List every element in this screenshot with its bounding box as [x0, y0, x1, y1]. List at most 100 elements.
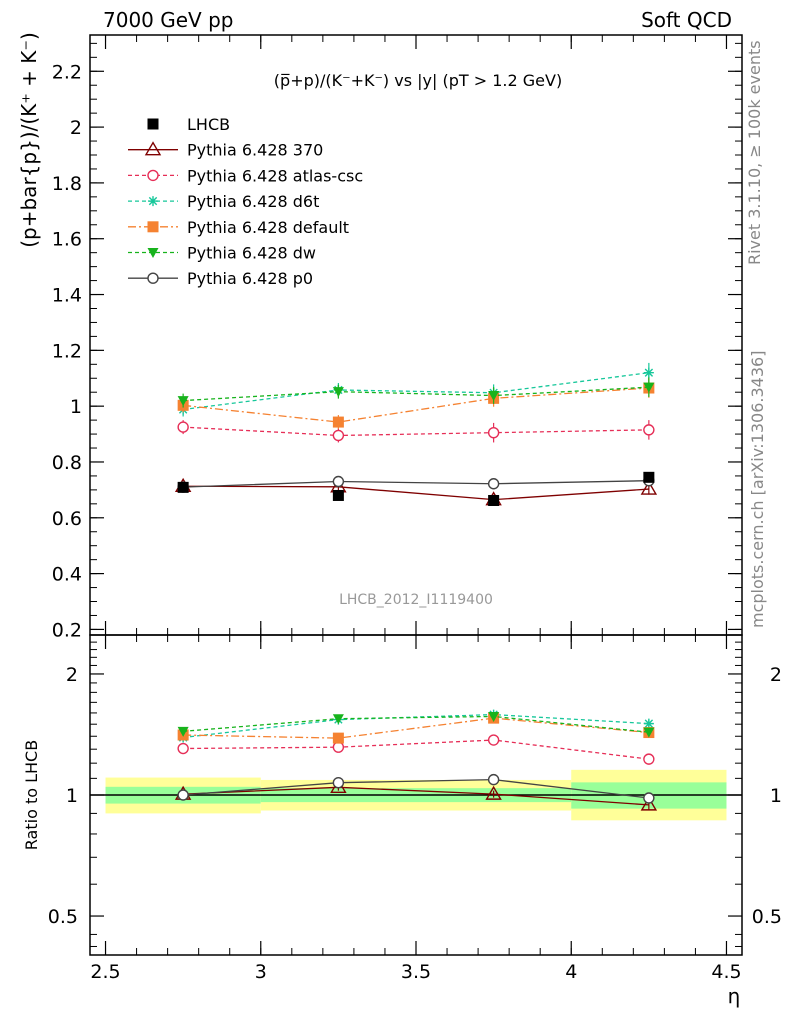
ratio-data-point: [643, 718, 654, 729]
main-series-line: [183, 372, 649, 411]
ratio-data-point: [640, 796, 658, 811]
ratio-data-point: [643, 753, 655, 765]
main-data-point: [332, 416, 344, 428]
main-panel: 0.2 0.4 0.6 0.8 1 1.2 1.4 1.6 1.8 2 2.2 (p̅+p)/(K⁻…: [17, 32, 743, 641]
ratio-tick-label-right: 2: [770, 664, 782, 686]
ratio-data-point: [487, 773, 500, 786]
main-series-lhcb: [177, 471, 655, 506]
main-data-point: [177, 421, 189, 433]
rivet-version-label: Rivet 3.1.10, ≥ 100k events: [745, 40, 764, 265]
main-data-point: [643, 382, 655, 393]
main-data-point: [332, 429, 345, 442]
main-series-line: [183, 386, 649, 402]
legend-marker: [147, 248, 159, 258]
ratio-tick-label-right: 1: [770, 785, 782, 807]
x-tick-label: 2.5: [90, 961, 120, 983]
x-axis-label: η: [728, 984, 741, 1008]
legend-label: Pythia 6.428 atlas-csc: [187, 166, 363, 185]
ratio-panel: 0.5 0.5 1 1 2 2 Ratio to LHCB: [22, 634, 782, 956]
ratio-series-line: [183, 717, 649, 739]
x-tick-label: 3.5: [401, 961, 431, 983]
y-tick-label: 0.6: [52, 508, 82, 530]
ratio-data-point: [332, 741, 345, 753]
legend-entry: Pythia 6.428 p0: [128, 269, 313, 288]
legend-marker: [147, 272, 159, 284]
main-series-line: [183, 387, 649, 423]
ratio-series-pythia-6-428-p0: [177, 773, 655, 804]
y-tick-label: 1: [70, 396, 82, 418]
main-plot-title: (p̅+p)/(K⁻+K⁻) vs |y| (pT > 1.2 GeV): [274, 71, 562, 90]
legend-label: LHCB: [187, 115, 230, 134]
ratio-series-line: [183, 715, 649, 733]
ratio-data-point: [487, 734, 500, 746]
main-data-point: [332, 475, 345, 488]
lhcb-data-point: [643, 471, 655, 483]
ratio-y-axis-label: Ratio to LHCB: [22, 740, 41, 850]
main-series-pythia-6-428-atlas-csc: [177, 420, 655, 443]
legend-entry: Pythia 6.428 atlas-csc: [128, 166, 363, 185]
main-series-line: [183, 426, 649, 437]
mcplots-label: mcplots.cern.ch [arXiv:1306.3436]: [748, 351, 767, 628]
legend-entry: LHCB: [147, 115, 230, 134]
ratio-data-point: [643, 727, 655, 738]
ratio-data-point: [643, 792, 655, 804]
legend-label: Pythia 6.428 dw: [187, 244, 316, 263]
lhcb-data-point: [488, 494, 500, 506]
legend-label: Pythia 6.428 d6t: [187, 192, 319, 211]
analysis-label: LHCB_2012_I1119400: [339, 592, 493, 608]
y-tick-label: 2.2: [52, 61, 82, 83]
ratio-data-point: [332, 776, 345, 789]
ratio-tick-label-right: 0.5: [752, 906, 782, 928]
main-series-pythia-6-428-default: [177, 378, 655, 430]
legend-entry: Pythia 6.428 370: [128, 141, 323, 160]
main-data-point: [643, 424, 655, 436]
legend-label: Pythia 6.428 370: [187, 141, 323, 160]
legend-marker: [147, 118, 159, 130]
main-data-point: [177, 396, 189, 407]
legend-marker: [147, 169, 159, 182]
ratio-tick-label: 0.5: [48, 906, 78, 928]
y-tick-label: 0.8: [52, 452, 82, 474]
ratio-data-point: [177, 789, 189, 801]
ratio-data-point: [488, 711, 500, 722]
ratio-tick-label: 1: [66, 785, 78, 807]
x-tick-label: 3: [255, 961, 267, 983]
header-left: 7000 GeV pp: [103, 8, 234, 32]
x-tick-label: 4: [565, 961, 577, 983]
ratio-series-line: [183, 739, 649, 760]
main-series-pythia-6-428-dw: [177, 377, 655, 408]
main-data-point: [488, 391, 500, 402]
main-series-pythia-6-428-d6t: [178, 362, 654, 417]
legend-label: Pythia 6.428 default: [187, 218, 349, 237]
legend-entry: Pythia 6.428 d6t: [128, 192, 319, 211]
legend-entry: Pythia 6.428 default: [128, 218, 349, 237]
ratio-series-line: [183, 778, 649, 799]
ratio-tick-label: 2: [66, 664, 78, 686]
legend-label: Pythia 6.428 p0: [187, 269, 313, 288]
main-series-pythia-6-428-p0: [177, 474, 655, 493]
main-y-axis-label: (p+bar{p})/(K⁺ + K⁻): [17, 32, 41, 248]
ratio-data-point: [177, 742, 189, 755]
ratio-data-point: [485, 785, 502, 800]
ratio-data-point: [332, 732, 344, 744]
ratio-data-point: [332, 714, 344, 725]
y-tick-label: 1.6: [52, 229, 82, 251]
header-right: Soft QCD: [641, 8, 732, 32]
main-series-line: [183, 485, 649, 501]
lhcb-data-point: [332, 489, 344, 501]
main-data-point: [640, 480, 658, 495]
y-tick-label: 1.2: [52, 340, 82, 362]
main-data-point: [643, 367, 654, 378]
main-data-point: [332, 387, 344, 398]
main-data-point: [487, 426, 500, 439]
legend-marker: [144, 141, 162, 156]
main-data-point: [487, 478, 500, 490]
lhcb-data-point: [177, 481, 189, 493]
y-tick-label: 0.2: [52, 619, 82, 641]
x-tick-label: 4.5: [711, 961, 741, 983]
ratio-series-pythia-6-428-atlas-csc: [177, 734, 655, 765]
y-tick-label: 2: [70, 117, 82, 139]
legend-marker: [147, 221, 159, 233]
ratio-series-line: [183, 786, 649, 806]
